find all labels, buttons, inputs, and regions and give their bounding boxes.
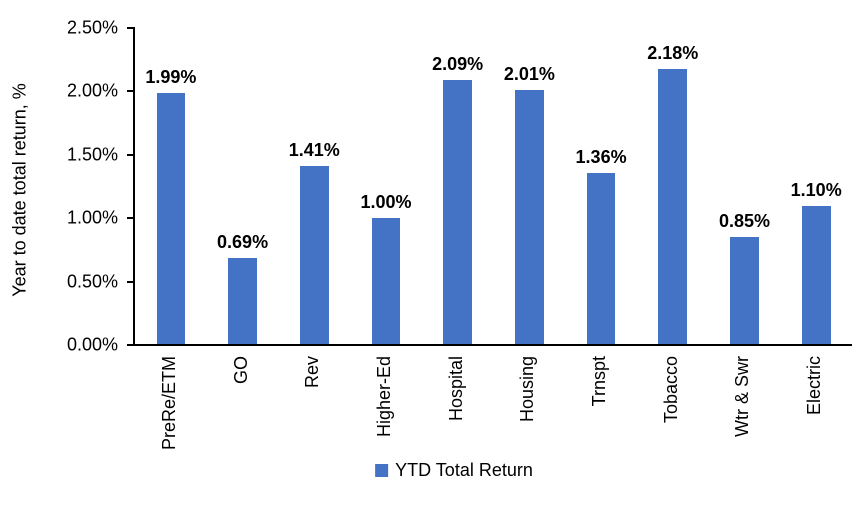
bar [586, 172, 616, 345]
y-tick-mark [127, 280, 135, 283]
bar-value-label: 1.36% [575, 146, 627, 167]
x-category-slot: Higher-Ed [348, 356, 420, 468]
y-tick-mark [127, 90, 135, 93]
bar-slot: 1.41% [278, 28, 350, 345]
y-tick-label: 2.00% [66, 80, 118, 101]
bar-slot: 0.85% [709, 28, 781, 345]
x-category-slot: GO [205, 356, 277, 468]
y-axis-tick-labels: 0.00% 0.50% 1.00% 1.50% 2.00% 2.50% [0, 18, 118, 355]
bar-slot: 2.09% [422, 28, 494, 345]
bar-value-label: 1.00% [360, 192, 412, 213]
x-axis-category-labels: PreRe/ETM GO Rev Higher-Ed Hospital Housing Tr… [133, 356, 850, 468]
bar [515, 90, 544, 345]
y-tick-mark [127, 217, 135, 220]
x-category-slot: Housing [492, 356, 564, 468]
bar [658, 68, 688, 345]
bar [443, 80, 472, 345]
bar-value-label: 0.69% [217, 231, 269, 252]
bar-slot: 1.36% [565, 28, 637, 345]
y-tick-mark [127, 153, 135, 156]
bar-value-label: 2.18% [647, 42, 699, 63]
bar-value-label: 1.41% [288, 140, 340, 161]
bar-slot: 2.01% [494, 28, 566, 345]
bar [801, 205, 831, 345]
x-category-label: Hospital [445, 356, 466, 422]
y-tick-label: 1.50% [66, 144, 118, 165]
x-axis-line [127, 344, 852, 346]
bar [156, 92, 186, 345]
bar-slot: 2.18% [637, 28, 709, 345]
y-tick-label: 2.50% [66, 17, 118, 38]
bar [371, 218, 401, 345]
legend-swatch-icon [375, 464, 389, 477]
x-category-slot: PreRe/ETM [133, 356, 205, 468]
y-tick-mark [127, 27, 135, 29]
x-category-slot: Electric [778, 356, 850, 468]
bar [228, 257, 257, 345]
x-category-slot: Tobacco [635, 356, 707, 468]
bar-value-label: 2.09% [432, 54, 484, 75]
x-category-label: Trnspt [589, 356, 610, 407]
bar-value-label: 1.99% [145, 66, 197, 87]
x-category-label: Rev [302, 356, 323, 389]
x-category-label: Wtr & Swr [732, 356, 753, 437]
x-category-label: Tobacco [660, 356, 681, 424]
bars-row: 1.99% 0.69% 1.41% 1.00% 2.09% 2.01% 1.36% 2.18%… [135, 28, 852, 345]
bar-value-label: 0.85% [718, 211, 770, 232]
legend: YTD Total Return [375, 460, 533, 481]
plot-area: 1.99% 0.69% 1.41% 1.00% 2.09% 2.01% 1.36% 2.18%… [127, 27, 852, 346]
x-category-label: Higher-Ed [373, 356, 394, 438]
bar-slot: 0.69% [207, 28, 279, 345]
bar [730, 237, 759, 345]
bar-slot: 1.10% [780, 28, 852, 345]
y-tick-label: 1.00% [66, 207, 118, 228]
y-tick-label: 0.00% [66, 334, 118, 355]
x-category-label: Electric [804, 356, 825, 416]
x-category-slot: Rev [276, 356, 348, 468]
bar-value-label: 2.01% [503, 64, 555, 85]
x-category-slot: Hospital [420, 356, 492, 468]
legend-label: YTD Total Return [395, 460, 533, 480]
bar-slot: 1.99% [135, 28, 207, 345]
bar [299, 166, 329, 345]
x-category-label: PreRe/ETM [158, 356, 179, 451]
bar-slot: 1.00% [350, 28, 422, 345]
x-category-slot: Wtr & Swr [707, 356, 779, 468]
bar-value-label: 1.10% [790, 179, 842, 200]
x-category-label: Housing [517, 356, 538, 423]
x-category-slot: Trnspt [563, 356, 635, 468]
x-category-label: GO [230, 356, 251, 385]
y-tick-label: 0.50% [66, 271, 118, 292]
